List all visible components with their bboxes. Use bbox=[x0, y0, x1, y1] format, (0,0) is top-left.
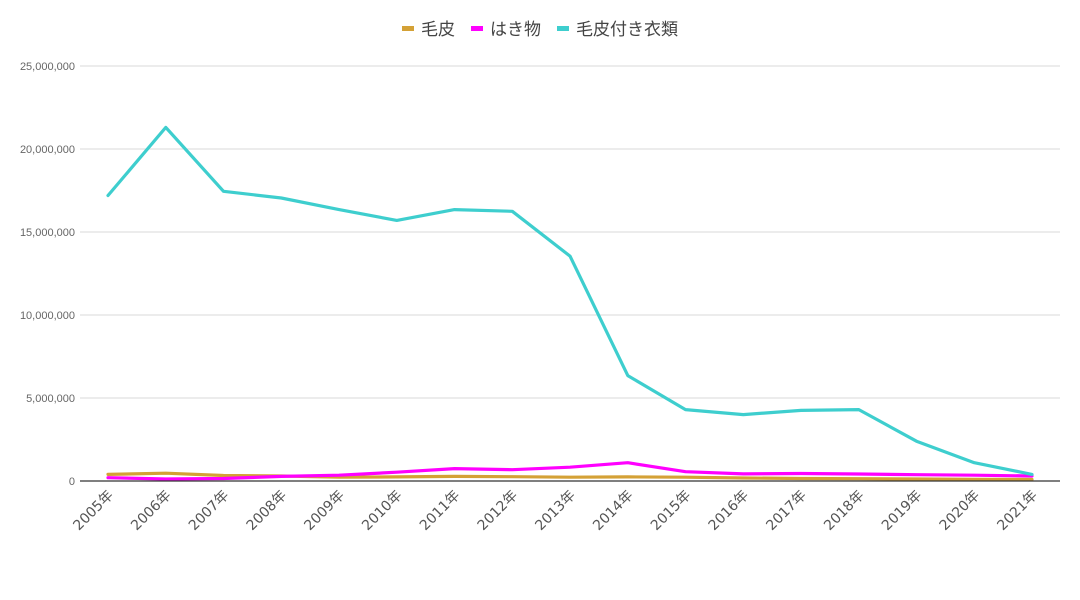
series-line-2 bbox=[106, 461, 1034, 481]
y-tick-label: 0 bbox=[69, 476, 75, 488]
x-tick-label: 2015年 bbox=[648, 488, 694, 534]
legend-label: 毛皮付き衣類 bbox=[576, 20, 678, 40]
x-tick-label: 2021年 bbox=[994, 488, 1040, 534]
legend-item: 毛皮 bbox=[402, 20, 455, 40]
x-tick-label: 2019年 bbox=[879, 488, 925, 534]
y-axis-ticks: 0 5,000,000 10,000,000 15,000,000 20,000,000… bbox=[20, 61, 75, 488]
gridlines bbox=[80, 65, 1060, 399]
legend-label: はき物 bbox=[490, 20, 541, 40]
x-tick-label: 2013年 bbox=[532, 488, 578, 534]
legend-item: 毛皮付き衣類 bbox=[557, 20, 678, 40]
x-tick-label: 2006年 bbox=[128, 488, 174, 534]
x-tick-label: 2005年 bbox=[70, 488, 116, 534]
x-tick-label: 2014年 bbox=[590, 488, 636, 534]
series-line-3 bbox=[106, 125, 1034, 476]
x-axis-ticks: 2005年 2006年 2007年 2008年 2009年 2010年 2011年 2012年… bbox=[70, 488, 1040, 534]
legend-item: はき物 bbox=[471, 20, 541, 40]
legend-label: 毛皮 bbox=[421, 20, 455, 40]
x-tick-label: 2007年 bbox=[186, 488, 232, 534]
y-tick-label: 10,000,000 bbox=[20, 310, 75, 322]
x-tick-label: 2018年 bbox=[821, 488, 867, 534]
y-tick-label: 25,000,000 bbox=[20, 61, 75, 73]
y-tick-label: 15,000,000 bbox=[20, 227, 75, 239]
x-tick-label: 2010年 bbox=[359, 488, 405, 534]
x-tick-label: 2009年 bbox=[301, 488, 347, 534]
x-tick-label: 2017年 bbox=[763, 488, 809, 534]
series-lines bbox=[106, 125, 1034, 482]
y-tick-label: 5,000,000 bbox=[26, 393, 75, 405]
legend-swatch bbox=[471, 26, 483, 31]
legend-swatch bbox=[402, 26, 414, 31]
y-tick-label: 20,000,000 bbox=[20, 144, 75, 156]
x-tick-label: 2012年 bbox=[475, 488, 521, 534]
x-tick-label: 2011年 bbox=[417, 488, 463, 534]
legend: 毛皮 はき物 毛皮付き衣類 bbox=[402, 20, 678, 40]
x-tick-label: 2016年 bbox=[706, 488, 752, 534]
legend-swatch bbox=[557, 26, 569, 31]
x-tick-label: 2020年 bbox=[937, 488, 983, 534]
x-tick-label: 2008年 bbox=[244, 488, 290, 534]
